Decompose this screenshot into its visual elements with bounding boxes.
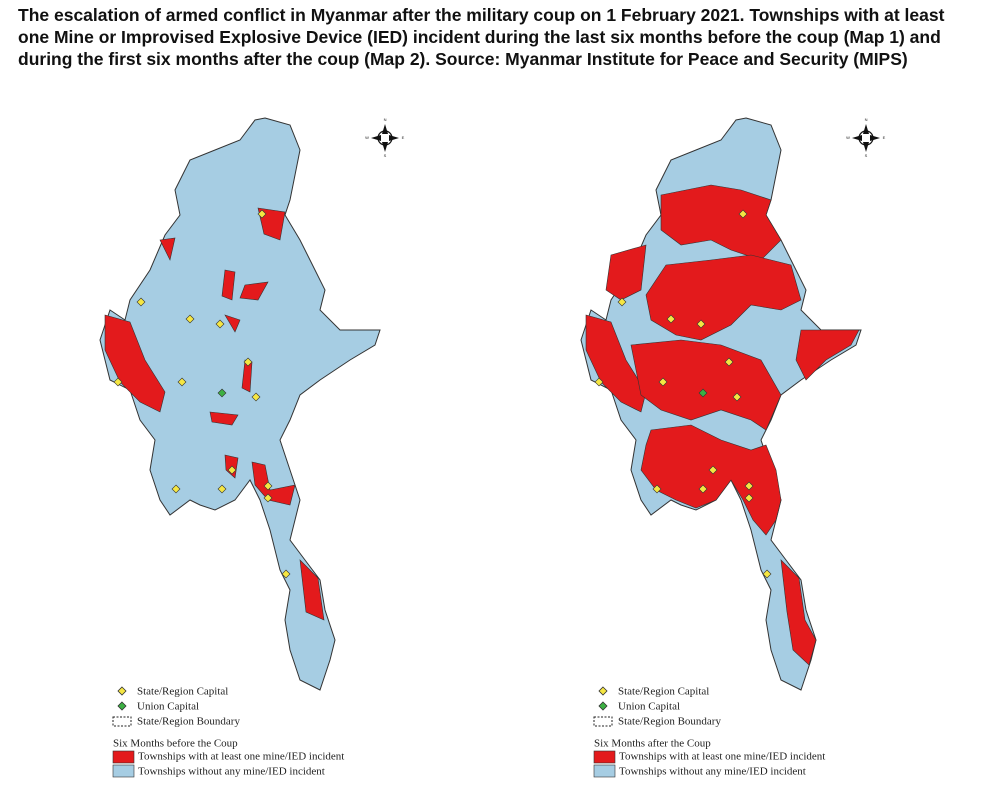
legend-label: State/Region Capital	[137, 686, 228, 698]
legend-swatch	[593, 764, 616, 778]
legend-label: State/Region Capital	[618, 686, 709, 698]
legend-label: Townships without any mine/IED incident	[138, 766, 325, 778]
legend-swatch	[593, 750, 616, 764]
legend-label: Union Capital	[137, 701, 199, 713]
compass-label: S	[384, 153, 387, 158]
capitals	[594, 209, 772, 579]
compass-rose	[851, 123, 881, 153]
legend-symbol	[117, 686, 127, 696]
legend-symbol	[117, 701, 127, 711]
map-legend: N S W E State/Region Capital Union Capital Sta…	[112, 117, 405, 778]
figure-title: The escalation of armed conflict in Myan…	[18, 5, 945, 69]
legend-label: Union Capital	[618, 701, 680, 713]
incident-townships	[104, 207, 325, 621]
compass-label: W	[365, 135, 369, 140]
legend-heading: Six Months before the Coup	[113, 738, 238, 750]
compass: N S W E	[365, 117, 405, 158]
legend-label: Townships with at least one mine/IED inc…	[138, 751, 344, 763]
compass-label: N	[865, 117, 868, 122]
legend-symbol	[598, 686, 608, 696]
legend-symbol	[593, 716, 613, 727]
legend-heading: Six Months after the Coup	[594, 738, 711, 750]
legend-label: Townships without any mine/IED incident	[619, 766, 806, 778]
legend-symbol	[112, 716, 132, 727]
compass: N S W E	[846, 117, 886, 158]
compass-label: N	[384, 117, 387, 122]
compass-label: W	[846, 135, 850, 140]
capitals	[113, 209, 291, 579]
compass-label: E	[883, 135, 886, 140]
legend-label: Townships with at least one mine/IED inc…	[619, 751, 825, 763]
compass-label: S	[865, 153, 868, 158]
map-legend: N S W E State/Region Capital Union Capital Sta…	[593, 117, 886, 778]
legend-label: State/Region Boundary	[137, 716, 240, 728]
legend-symbol	[598, 701, 608, 711]
map-1	[99, 117, 381, 691]
legend-label: State/Region Boundary	[618, 716, 721, 728]
map-2	[580, 117, 862, 691]
legend-swatch	[112, 750, 135, 764]
incident-townships	[585, 184, 860, 666]
compass-label: E	[402, 135, 405, 140]
legend-swatch	[112, 764, 135, 778]
country-outline	[99, 117, 381, 691]
compass-rose	[370, 123, 400, 153]
